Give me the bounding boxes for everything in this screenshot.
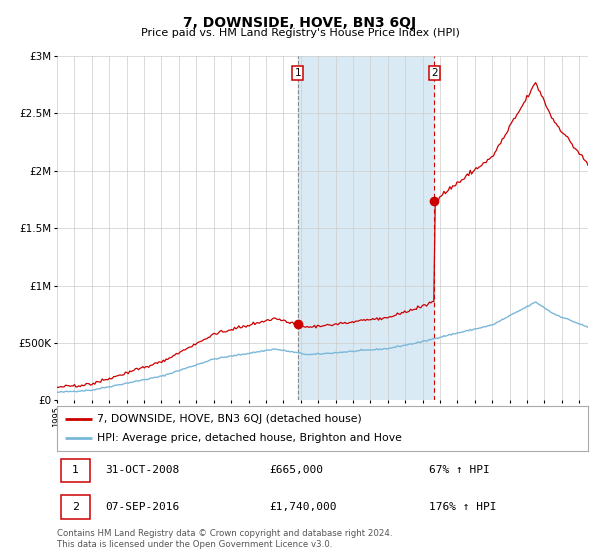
Text: 7, DOWNSIDE, HOVE, BN3 6QJ (detached house): 7, DOWNSIDE, HOVE, BN3 6QJ (detached hou…	[97, 413, 362, 423]
Text: 67% ↑ HPI: 67% ↑ HPI	[428, 465, 490, 475]
Text: Contains HM Land Registry data © Crown copyright and database right 2024.
This d: Contains HM Land Registry data © Crown c…	[57, 529, 392, 549]
Text: 2: 2	[431, 68, 437, 78]
FancyBboxPatch shape	[61, 495, 91, 519]
FancyBboxPatch shape	[61, 459, 91, 482]
Text: 1: 1	[295, 68, 301, 78]
Text: Price paid vs. HM Land Registry's House Price Index (HPI): Price paid vs. HM Land Registry's House …	[140, 28, 460, 38]
Text: £1,740,000: £1,740,000	[269, 502, 337, 512]
Bar	[298, 56, 434, 400]
Text: HPI: Average price, detached house, Brighton and Hove: HPI: Average price, detached house, Brig…	[97, 433, 402, 444]
Text: 1: 1	[72, 465, 79, 475]
Text: 2: 2	[72, 502, 79, 512]
Text: 7, DOWNSIDE, HOVE, BN3 6QJ: 7, DOWNSIDE, HOVE, BN3 6QJ	[184, 16, 416, 30]
Text: 176% ↑ HPI: 176% ↑ HPI	[428, 502, 496, 512]
Text: 07-SEP-2016: 07-SEP-2016	[105, 502, 179, 512]
Text: £665,000: £665,000	[269, 465, 323, 475]
Text: 31-OCT-2008: 31-OCT-2008	[105, 465, 179, 475]
